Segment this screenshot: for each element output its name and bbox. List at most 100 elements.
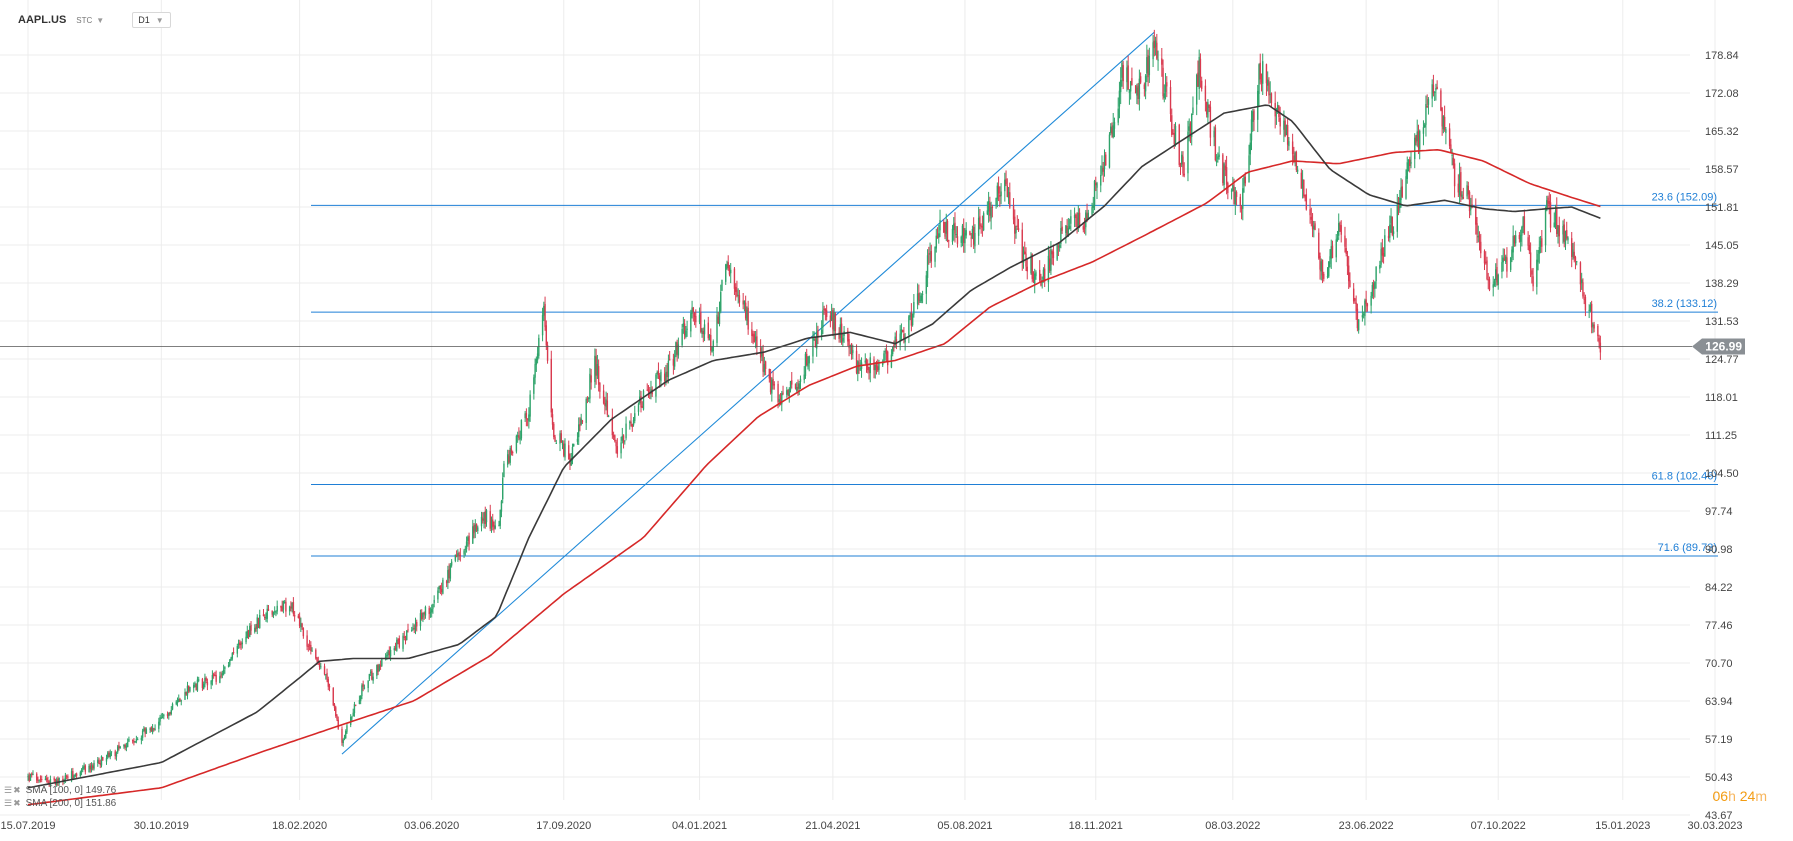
timeframe-selector[interactable]: D1 ▼ (132, 12, 171, 28)
candle-body (1493, 281, 1496, 286)
candle-body (895, 339, 898, 344)
x-tick-label: 08.03.2022 (1205, 820, 1260, 832)
candle-body (414, 623, 417, 630)
candle-body (804, 353, 807, 376)
candle-body (544, 304, 546, 327)
candle-body (1129, 81, 1132, 92)
y-axis[interactable]: 178.84 172.08 165.32 158.57 151.81 145.05 138.… (1705, 50, 1739, 822)
candle-body (292, 601, 295, 614)
candle-body (788, 388, 790, 396)
candle-body (665, 371, 667, 383)
candle-body (695, 315, 697, 323)
candle-body (839, 324, 842, 338)
candle-body (1321, 259, 1324, 276)
candle-body (293, 615, 296, 617)
y-tick-label: 165.32 (1705, 126, 1739, 138)
candle-body (1240, 206, 1243, 210)
settings-icon[interactable]: ☰✖ (4, 798, 22, 808)
sma100-line (27, 104, 1601, 789)
candle-body (1576, 261, 1578, 263)
candle-body (185, 692, 187, 695)
settings-icon[interactable]: ☰✖ (4, 785, 22, 795)
candle-body (945, 221, 947, 234)
candle-body (742, 300, 744, 305)
candle-body (170, 709, 172, 715)
symbol-label[interactable]: AAPL.US (18, 14, 67, 26)
candle-body (1347, 265, 1350, 282)
candle-body (422, 613, 424, 618)
candle-body (492, 519, 494, 527)
candle-body (1579, 262, 1582, 285)
candle-body (1349, 280, 1351, 288)
candle-body (1153, 40, 1156, 49)
candle-body (1032, 277, 1035, 282)
candle-body (550, 358, 552, 413)
x-tick-label: 23.06.2022 (1339, 820, 1394, 832)
chevron-down-icon[interactable]: ▼ (96, 15, 105, 25)
candle-body (1139, 76, 1142, 83)
trendline[interactable] (341, 31, 1155, 755)
candle-body (672, 359, 675, 366)
candle-body (141, 730, 144, 738)
candle-body (823, 308, 825, 310)
candle-body (637, 403, 640, 412)
candle-body (115, 752, 118, 757)
candle-body (908, 316, 910, 336)
y-tick-label: 43.67 (1705, 810, 1733, 822)
candle-body (761, 352, 763, 356)
candle-body (1384, 235, 1386, 257)
candle-body (1492, 284, 1494, 288)
candle-body (1488, 279, 1491, 291)
candle-body (1061, 226, 1063, 231)
candle-body (817, 329, 819, 338)
indicator-legend-sma100[interactable]: ☰✖ SMA [100, 0] 149.76 (4, 785, 116, 796)
candle-body (1248, 155, 1250, 183)
candle-body (27, 776, 29, 778)
fibonacci-levels[interactable]: 23.6 (152.09) 38.2 (133.12) 61.8 (102.46) 7… (311, 191, 1718, 557)
candle-body (144, 727, 146, 734)
candle-body (1529, 252, 1532, 269)
candle-body (954, 222, 956, 234)
candle-body (353, 704, 356, 714)
candle-body (114, 751, 116, 757)
candle-body (789, 381, 792, 391)
candle-body (134, 741, 136, 743)
candle-body (690, 313, 692, 332)
candle-body (1189, 123, 1192, 139)
x-axis[interactable]: 15.07.2019 30.10.2019 18.02.2020 03.06.2020… (0, 820, 1742, 832)
candle-body (891, 346, 894, 355)
candle-body (1214, 127, 1217, 161)
candle-body (131, 740, 134, 742)
candle-body (179, 699, 181, 702)
candle-body (640, 395, 642, 408)
candle-body (771, 379, 773, 394)
candle-body (981, 226, 984, 228)
candle-body (1217, 156, 1219, 160)
trendline-layer[interactable] (341, 31, 1155, 755)
candle-body (1558, 225, 1560, 237)
candle-body (951, 228, 954, 243)
candle-body (1401, 186, 1403, 197)
candle-body (1119, 79, 1122, 93)
candle-body (979, 216, 981, 226)
candle-body (1521, 227, 1523, 236)
candle-body (1495, 269, 1497, 281)
candle-body (232, 651, 235, 653)
candle-body (663, 373, 666, 381)
candle-body (484, 511, 486, 524)
candle-body (597, 366, 600, 385)
chart-header: AAPL.US STC ▼ D1 ▼ (18, 12, 171, 28)
candle-body (682, 323, 685, 327)
candle-body (595, 356, 597, 376)
candle-body (525, 413, 528, 419)
candle-body (1442, 116, 1445, 130)
candle-body (1218, 154, 1220, 158)
indicator-legend-sma200[interactable]: ☰✖ SMA [200, 0] 151.86 (4, 798, 116, 809)
candle-body (1078, 212, 1081, 226)
candle-body (326, 672, 328, 680)
candle-body (814, 339, 817, 348)
candle-body (555, 443, 557, 445)
candle-body (1022, 250, 1025, 263)
